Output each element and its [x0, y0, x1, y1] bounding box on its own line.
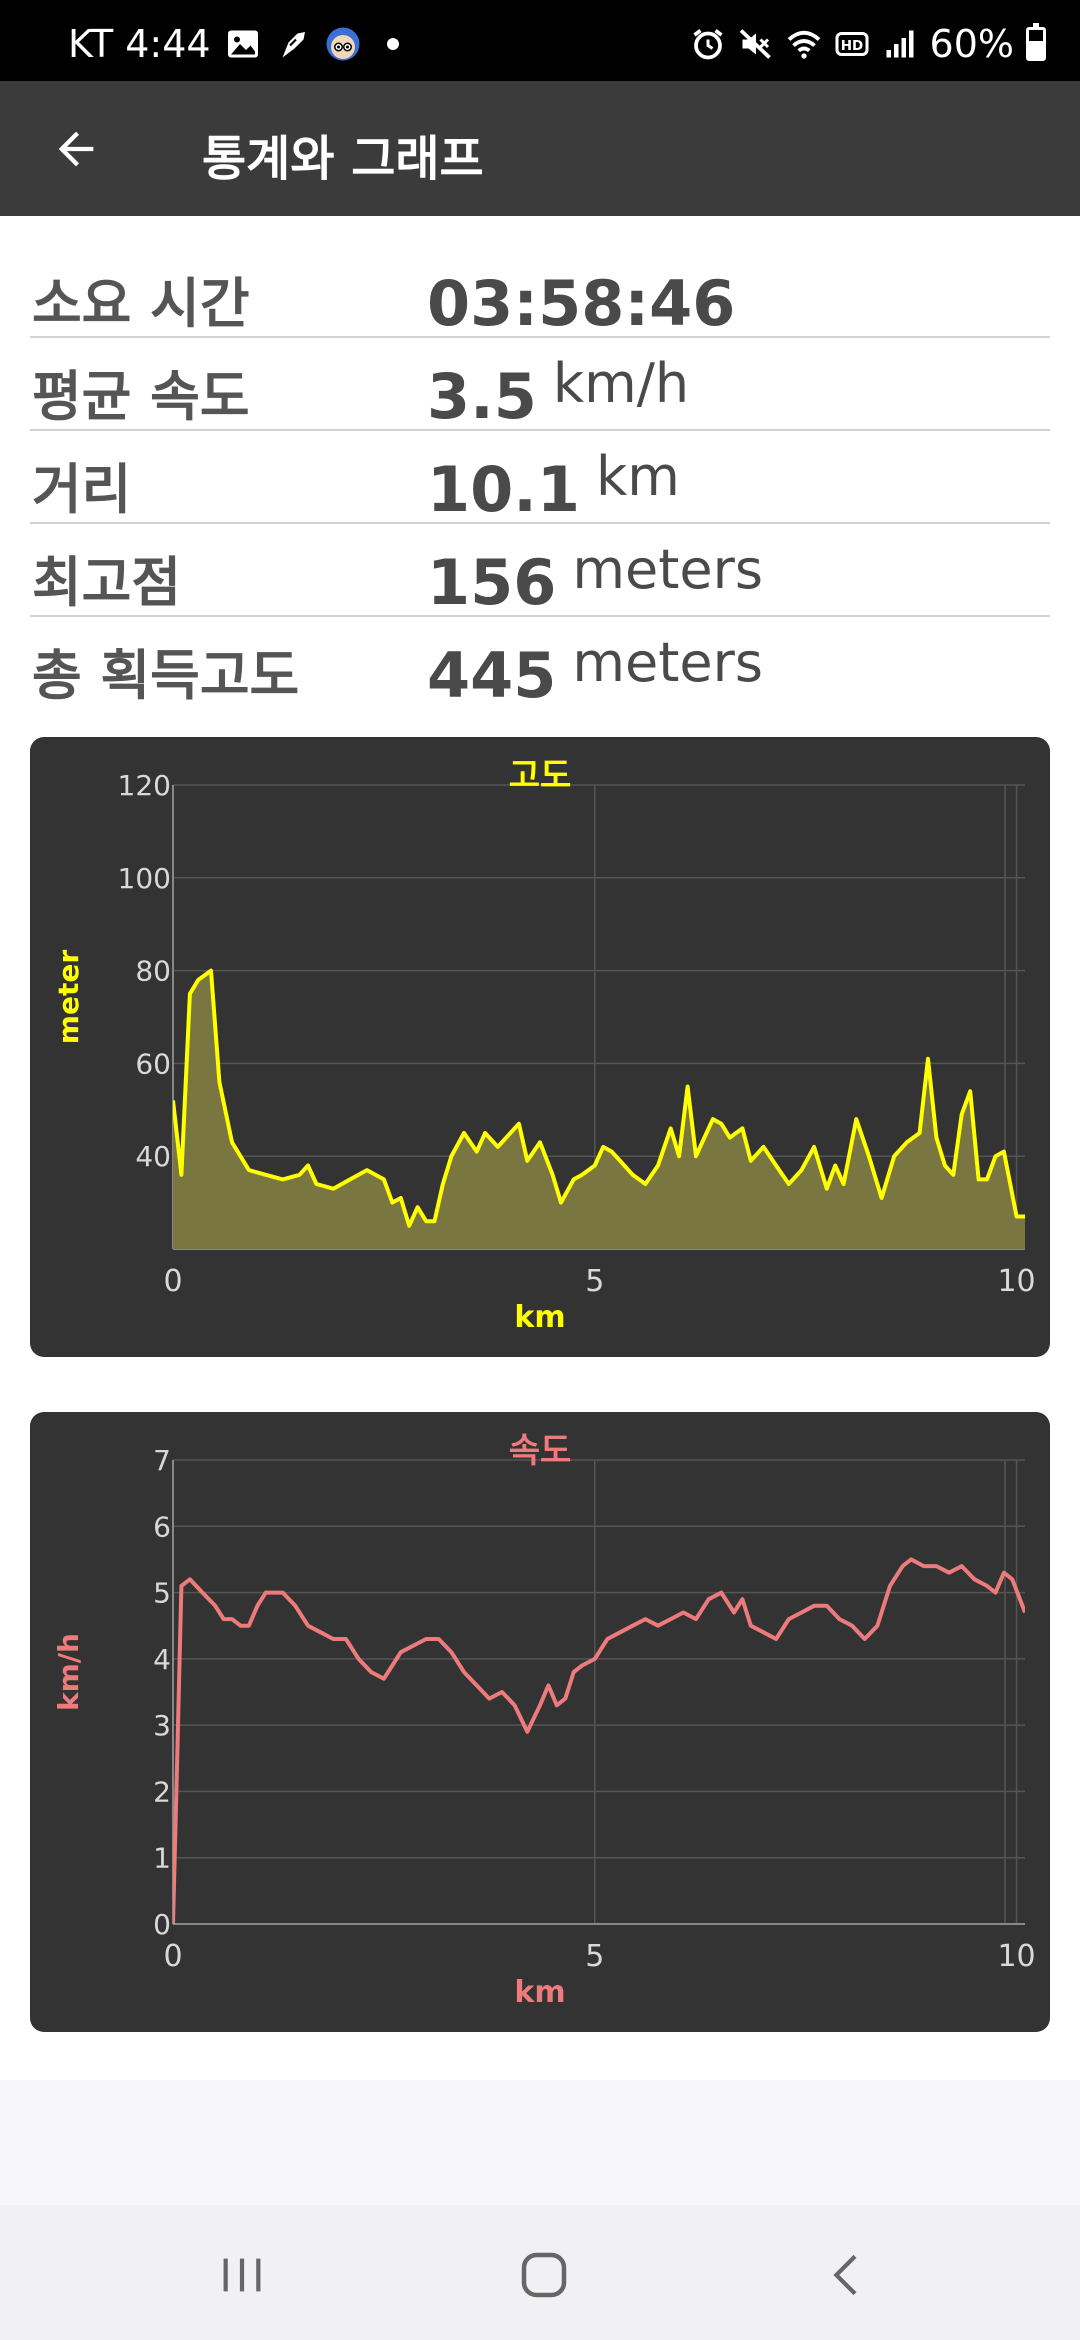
y-tick-label: 60	[135, 1047, 171, 1080]
x-tick-label: 0	[163, 1264, 182, 1299]
recents-icon	[223, 2258, 261, 2292]
y-tick-label: 3	[153, 1709, 171, 1742]
x-axis-label: km	[514, 1975, 565, 2010]
wifi-icon	[786, 26, 822, 62]
status-bar: KT 4:44 HD 60%	[0, 0, 1080, 81]
y-tick-label: 5	[153, 1577, 171, 1610]
stat-row-total-ascent: 총 획득고도 445 meters	[30, 617, 1050, 712]
stat-unit: km	[595, 445, 680, 508]
stat-label: 소요 시간	[32, 272, 250, 335]
stat-number: 156	[427, 546, 557, 619]
navigation-bar	[0, 2205, 1080, 2340]
y-tick-label: 7	[153, 1444, 171, 1477]
speed-chart-card: 0 1 2 3 4 5 6 7 0 5 10 속도 km km/h	[30, 1412, 1050, 2032]
stat-row-max-elevation: 최고점 156 meters	[30, 524, 1050, 619]
hd-icon: HD	[834, 26, 870, 62]
y-tick-label: 80	[135, 955, 171, 988]
svg-text:HD: HD	[840, 38, 863, 54]
mute-icon	[738, 26, 774, 62]
y-axis-label: km/h	[52, 1633, 85, 1711]
y-tick-label: 1	[153, 1842, 171, 1875]
avatar-notification-icon	[325, 26, 361, 62]
stat-unit: meters	[572, 631, 763, 694]
stats-table: 소요 시간 03:58:46 평균 속도 3.5 km/h 거리 10.1 km 최…	[30, 245, 1050, 712]
signal-icon	[882, 26, 918, 62]
x-tick-label: 5	[585, 1939, 604, 1974]
stat-number: 3.5	[427, 360, 537, 433]
stat-unit: meters	[572, 538, 763, 601]
stat-value: 3.5 km/h	[427, 352, 689, 433]
footer-space	[0, 2080, 1080, 2205]
elevation-area	[173, 970, 1025, 1249]
y-axis-label: meter	[52, 950, 85, 1045]
x-tick-label: 10	[997, 1264, 1035, 1299]
y-tick-label: 2	[153, 1775, 171, 1808]
x-axis-label: km	[514, 1300, 565, 1335]
stat-unit: km/h	[552, 352, 690, 415]
page-title: 통계와 그래프	[202, 131, 484, 187]
stat-label: 평균 속도	[32, 365, 250, 428]
stat-label: 총 획득고도	[32, 644, 300, 707]
series-line	[173, 968, 1025, 1228]
series-group	[173, 968, 1025, 1249]
stat-value: 445 meters	[427, 631, 763, 712]
y-tick-label: 100	[118, 862, 171, 895]
y-tick-label: 120	[118, 769, 171, 802]
y-tick-label: 6	[153, 1510, 171, 1543]
home-button[interactable]	[504, 2235, 584, 2315]
stat-value: 156 meters	[427, 538, 763, 619]
chart-title: 속도	[509, 1431, 572, 1471]
stat-number: 03:58:46	[427, 267, 736, 340]
stat-number: 445	[427, 639, 557, 712]
recents-button[interactable]	[202, 2235, 282, 2315]
stat-value: 10.1 km	[427, 445, 680, 526]
arrow-left-icon	[58, 131, 94, 167]
stat-row-duration: 소요 시간 03:58:46	[30, 245, 1050, 340]
stat-number: 10.1	[427, 453, 580, 526]
app-notification-icon	[275, 26, 311, 62]
back-chevron-icon	[833, 2254, 857, 2296]
series-group	[173, 1557, 1025, 1924]
elevation-chart: 40 60 80 100 120 0 5 10 고도 km meter	[52, 756, 1036, 1335]
x-tick-label: 0	[163, 1939, 182, 1974]
stat-row-avg-speed: 평균 속도 3.5 km/h	[30, 338, 1050, 433]
back-button[interactable]	[40, 113, 112, 185]
y-tick-label: 40	[135, 1140, 171, 1173]
system-back-button[interactable]	[808, 2235, 888, 2315]
y-tick-label: 4	[153, 1643, 171, 1676]
stat-label: 거리	[32, 458, 132, 521]
x-tick-label: 10	[997, 1939, 1035, 1974]
stat-value: 03:58:46	[427, 267, 751, 340]
stat-row-distance: 거리 10.1 km	[30, 431, 1050, 526]
chart-title: 고도	[509, 756, 572, 796]
app-bar: 통계와 그래프	[0, 81, 1080, 216]
alarm-icon	[690, 26, 726, 62]
y-tick-label: 0	[153, 1908, 171, 1941]
battery-icon	[1026, 23, 1046, 61]
speed-chart: 0 1 2 3 4 5 6 7 0 5 10 속도 km km/h	[52, 1431, 1036, 2010]
elevation-chart-card: 40 60 80 100 120 0 5 10 고도 km meter	[30, 737, 1050, 1357]
x-tick-label: 5	[585, 1264, 604, 1299]
battery-text: 60%	[929, 22, 1014, 66]
image-icon	[225, 26, 261, 62]
series-line	[173, 1557, 1025, 1924]
stat-label: 최고점	[32, 551, 182, 614]
home-icon	[521, 2252, 567, 2298]
status-time: KT 4:44	[68, 22, 211, 66]
dot-icon	[375, 26, 411, 62]
